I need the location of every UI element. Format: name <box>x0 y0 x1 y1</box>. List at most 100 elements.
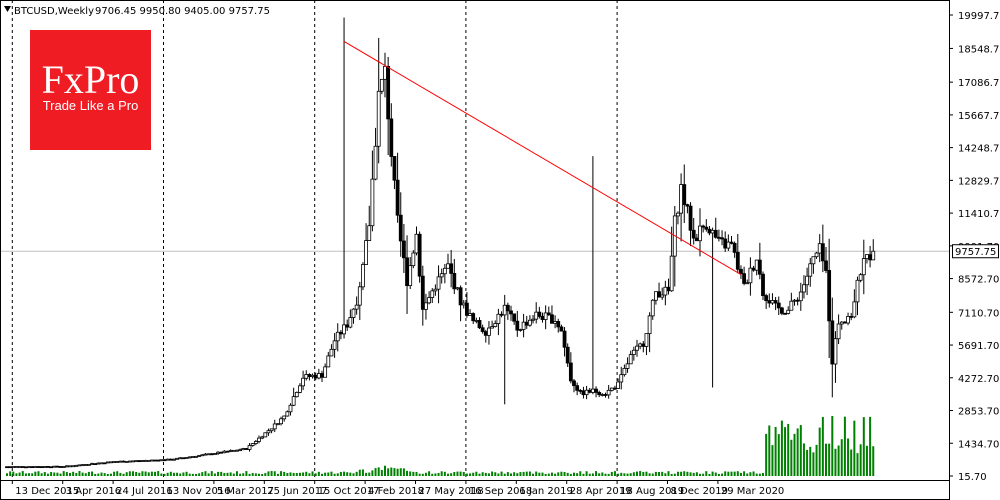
volume-bar <box>440 471 443 476</box>
volume-bar <box>239 473 242 476</box>
bear-candle <box>102 462 107 465</box>
volume-bar <box>166 472 169 476</box>
volume-bar <box>560 471 563 476</box>
bull-candle <box>383 65 387 80</box>
volume-bar <box>43 472 46 476</box>
bull-candle <box>149 459 154 462</box>
bull-candle <box>584 389 589 396</box>
bull-candle <box>710 229 715 234</box>
bull-candle <box>222 450 227 454</box>
volume-bar <box>585 471 588 476</box>
volume-bar <box>169 471 172 476</box>
volume-bar <box>727 471 730 476</box>
bull-candle <box>408 265 413 287</box>
bear-candle <box>524 321 529 326</box>
volume-bars <box>6 416 875 476</box>
bull-candle <box>792 299 797 302</box>
bull-candle <box>871 250 876 261</box>
bull-candle <box>619 374 624 383</box>
volume-bar <box>695 472 698 476</box>
bear-candle <box>581 390 586 396</box>
bull-candle <box>184 457 189 459</box>
bear-candle <box>320 373 324 378</box>
price-tick-label: 17086.70 <box>958 78 1000 89</box>
bull-candle <box>814 252 819 258</box>
bear-candle <box>587 389 592 393</box>
volume-bar <box>150 471 153 476</box>
bear-candle <box>537 311 542 317</box>
bear-candle <box>565 346 570 364</box>
bear-candle <box>682 184 687 206</box>
volume-bar <box>843 416 846 476</box>
volume-bar <box>176 472 179 476</box>
bull-candle <box>310 374 315 377</box>
bull-candle <box>42 466 47 468</box>
volume-bar <box>365 472 368 476</box>
bear-candle <box>5 466 9 469</box>
bear-candle <box>776 302 781 309</box>
bear-candle <box>575 385 580 391</box>
bull-candle <box>351 308 356 318</box>
bull-candle <box>190 456 195 458</box>
volume-bar <box>834 448 837 476</box>
trendline[interactable] <box>343 41 742 275</box>
volume-bar <box>481 472 484 476</box>
bear-candle <box>849 316 854 318</box>
volume-bar <box>81 472 84 476</box>
bear-candle <box>732 243 737 253</box>
time-tick-label: 16 Sep 2018 <box>469 486 532 497</box>
bear-candle <box>641 343 646 347</box>
volume-bar <box>261 473 264 476</box>
volume-bar <box>226 472 229 476</box>
bull-candle <box>616 381 620 389</box>
current-price-tag: 9757.75 <box>952 244 999 259</box>
volume-bar <box>777 434 780 476</box>
volume-bar <box>280 471 283 476</box>
volume-bar <box>541 472 544 476</box>
volume-bar <box>75 472 78 476</box>
bull-candle <box>376 90 381 147</box>
volume-bar <box>34 471 37 476</box>
bear-candle <box>795 299 800 302</box>
volume-bar <box>311 471 314 476</box>
volume-bar <box>258 473 260 476</box>
volume-bar <box>424 472 427 476</box>
volume-bar <box>305 471 308 476</box>
volume-bar <box>582 473 585 476</box>
volume-bar <box>431 473 434 476</box>
bull-candle <box>257 437 261 442</box>
bear-candle <box>162 459 167 462</box>
bear-candle <box>572 380 576 387</box>
bear-candle <box>389 118 394 157</box>
bear-candle <box>244 448 249 450</box>
volume-bar <box>28 473 31 476</box>
time-tick-label: 18 Aug 2019 <box>620 486 684 497</box>
volume-bar <box>103 473 106 476</box>
bear-candle <box>830 320 835 365</box>
volume-bar <box>847 438 850 476</box>
bear-candle <box>405 257 409 287</box>
volume-bar <box>327 472 330 476</box>
volume-bar <box>591 473 594 476</box>
volume-bar <box>484 472 487 476</box>
bull-candle <box>250 443 255 446</box>
volume-bar <box>188 473 191 476</box>
bull-candle <box>304 374 309 379</box>
bull-candle <box>534 311 539 320</box>
volume-bar <box>831 416 834 476</box>
bull-candle <box>609 387 614 391</box>
volume-bar <box>447 473 449 476</box>
volume-bar <box>185 471 188 476</box>
bear-candle <box>20 466 25 468</box>
bull-candle <box>61 466 66 468</box>
bear-candle <box>767 300 772 304</box>
bull-candle <box>789 300 794 311</box>
bear-candle <box>153 459 157 462</box>
time-tick-label: 25 Jun 2017 <box>267 486 327 497</box>
bull-candle <box>288 404 293 413</box>
volume-bar <box>157 471 160 476</box>
volume-bar <box>850 449 853 476</box>
bull-candle <box>115 461 120 463</box>
bear-candle <box>742 273 746 284</box>
